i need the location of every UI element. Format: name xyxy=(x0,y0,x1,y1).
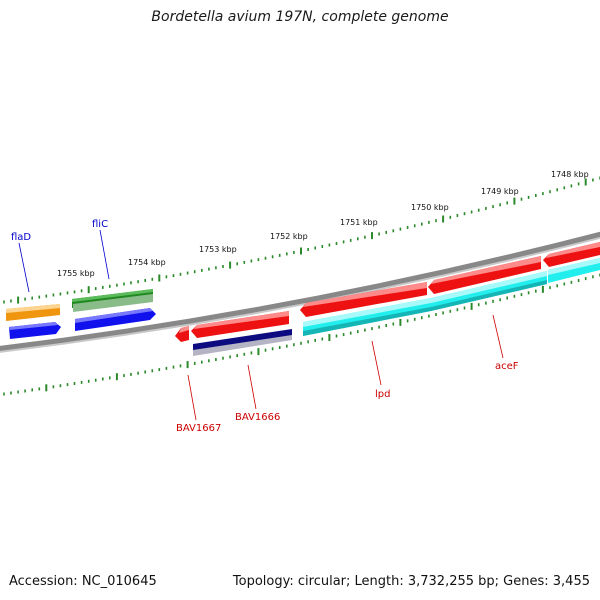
kbp-label-1750: 1750 kbp xyxy=(411,203,449,212)
kbp-label-1749: 1749 kbp xyxy=(481,187,519,196)
backbone xyxy=(0,231,600,353)
genome-summary-text: Topology: circular; Length: 3,732,255 bp… xyxy=(232,574,590,589)
kbp-label-1752: 1752 kbp xyxy=(270,232,308,241)
gene-label-fliC: fliC xyxy=(92,219,108,230)
kbp-label-1754: 1754 kbp xyxy=(128,258,166,267)
gene-label-lpd: lpd xyxy=(375,389,390,400)
kbp-label-1755: 1755 kbp xyxy=(57,269,95,278)
inner-tick-row xyxy=(3,273,600,396)
flaD-feature xyxy=(6,304,61,339)
gene-label-acef: aceF xyxy=(495,361,519,372)
backbone-line xyxy=(0,231,600,351)
kbp-label-1753: 1753 kbp xyxy=(199,245,237,254)
backbone-shadow xyxy=(0,235,600,353)
map-title: Bordetella avium 197N, complete genome xyxy=(151,9,449,25)
kbp-label-1751: 1751 kbp xyxy=(340,218,378,227)
edge-feature-right xyxy=(543,242,600,283)
acef-feature xyxy=(428,256,547,311)
forward-features xyxy=(6,242,600,356)
bav1667-feature xyxy=(175,326,189,342)
accession-text: Accession: NC_010645 xyxy=(9,574,157,589)
gene-labels: flaD fliC BAV1667 BAV1666 lpd aceF xyxy=(11,219,519,434)
gene-label-bav1666: BAV1666 xyxy=(235,412,280,423)
gene-label-bav1667: BAV1667 xyxy=(176,423,221,434)
outer-tick-row xyxy=(3,176,600,304)
lpd-feature xyxy=(300,282,431,336)
kbp-label-1748: 1748 kbp xyxy=(551,170,589,179)
fliC-feature xyxy=(72,289,156,331)
gene-leader-lines xyxy=(18,229,504,421)
kbp-labels: 1748 kbp 1749 kbp 1750 kbp 1751 kbp 1752… xyxy=(57,170,589,278)
bav1666-feature xyxy=(191,311,292,356)
gene-label-flaD: flaD xyxy=(11,232,31,243)
